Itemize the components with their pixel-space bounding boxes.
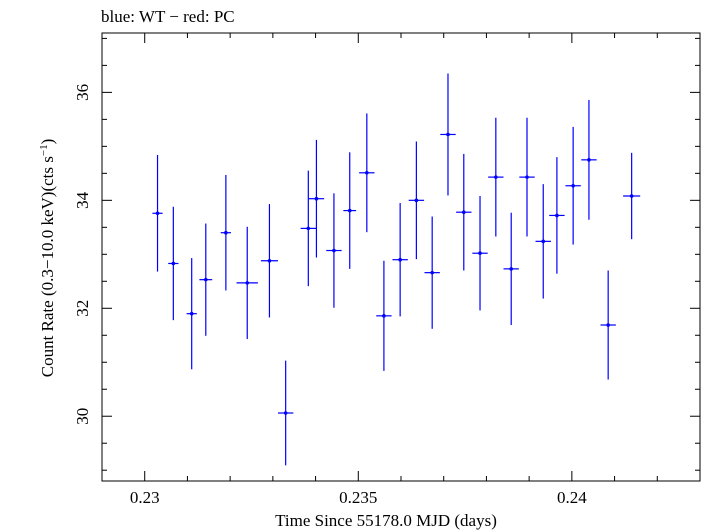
- chart-title: blue: WT − red: PC: [101, 7, 235, 26]
- point-marker: [461, 210, 466, 214]
- data-point: [277, 360, 294, 466]
- point-marker: [525, 175, 529, 179]
- data-point: [236, 226, 258, 340]
- data-point: [326, 193, 342, 308]
- point-marker: [314, 196, 319, 201]
- data-point: [220, 174, 231, 291]
- point-marker: [446, 132, 450, 137]
- point-marker: [267, 258, 272, 263]
- point-marker: [478, 251, 482, 256]
- data-point: [535, 184, 551, 299]
- y-tick-label: 36: [73, 84, 92, 101]
- y-axis: 30 32 34 36: [73, 37, 700, 471]
- data-point: [472, 196, 488, 311]
- data-series: [152, 73, 641, 466]
- data-point: [168, 206, 179, 321]
- point-marker: [203, 277, 208, 282]
- point-marker: [414, 198, 419, 203]
- data-point: [408, 141, 425, 260]
- data-point: [581, 99, 597, 220]
- data-point: [519, 117, 535, 237]
- point-marker: [365, 170, 369, 175]
- data-point: [440, 73, 456, 196]
- point-marker: [606, 323, 610, 327]
- y-tick-label: 32: [73, 300, 92, 317]
- x-axis-label: Time Since 55178.0 MJD (days): [275, 511, 497, 530]
- data-point: [600, 270, 616, 380]
- data-point: [424, 216, 440, 329]
- data-point: [152, 154, 163, 272]
- point-marker: [347, 208, 352, 213]
- y-axis-label-close: ): [38, 139, 57, 145]
- x-tick-label: 0.23: [130, 488, 160, 507]
- data-point: [549, 157, 565, 274]
- point-marker: [224, 230, 228, 235]
- plot-frame: [101, 32, 701, 482]
- point-marker: [571, 183, 575, 188]
- point-marker: [189, 311, 194, 316]
- data-point: [260, 204, 278, 318]
- y-axis-label-main: Count Rate (0.3−10.0 keV)(cts s: [38, 156, 57, 377]
- x-tick-label: 0.235: [339, 488, 377, 507]
- plot-border: [101, 32, 701, 482]
- data-point: [199, 223, 213, 336]
- data-point: [359, 113, 375, 233]
- point-marker: [430, 270, 434, 275]
- data-point: [503, 212, 519, 326]
- y-axis-label: Count Rate (0.3−10.0 keV)(cts s−1): [38, 139, 57, 378]
- point-marker: [541, 239, 546, 244]
- point-marker: [494, 175, 498, 179]
- point-marker: [587, 158, 591, 162]
- data-point: [300, 170, 316, 287]
- point-marker: [509, 267, 514, 271]
- x-axis: 0.23 0.235 0.24: [101, 33, 701, 507]
- data-point: [623, 152, 641, 240]
- data-point: [392, 203, 408, 317]
- point-marker: [306, 226, 311, 231]
- point-marker: [382, 314, 386, 318]
- data-point: [186, 258, 197, 370]
- data-point: [376, 260, 392, 371]
- data-point: [488, 117, 504, 237]
- data-point: [565, 126, 581, 245]
- data-point: [456, 153, 472, 271]
- point-marker: [629, 194, 634, 198]
- y-tick-label: 30: [73, 408, 92, 425]
- x-tick-label: 0.24: [557, 488, 587, 507]
- point-marker: [555, 213, 559, 218]
- point-marker: [155, 211, 160, 216]
- data-point: [343, 152, 357, 269]
- point-marker: [398, 257, 402, 262]
- point-marker: [245, 281, 250, 285]
- data-point: [308, 139, 325, 258]
- point-marker: [332, 248, 336, 253]
- y-tick-label: 34: [73, 191, 92, 209]
- point-marker: [171, 261, 176, 266]
- y-axis-label-sup: −1: [38, 144, 50, 156]
- point-marker: [283, 411, 288, 415]
